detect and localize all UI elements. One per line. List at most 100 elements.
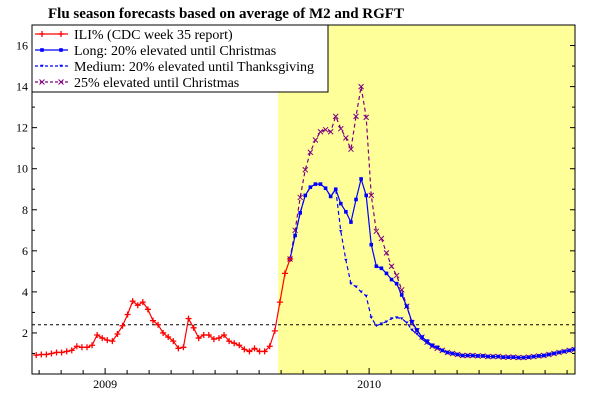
- point-marker: [506, 355, 511, 359]
- point-marker: [425, 339, 429, 343]
- point-marker: [349, 220, 353, 224]
- point-marker: [323, 186, 328, 191]
- point-marker: [369, 242, 374, 247]
- point-marker: [33, 352, 40, 359]
- point-marker: [94, 331, 101, 338]
- point-marker: [73, 343, 80, 350]
- point-marker: [297, 194, 304, 201]
- point-marker: [511, 355, 516, 359]
- point-marker: [175, 345, 182, 352]
- point-marker: [308, 185, 313, 189]
- point-marker: [374, 264, 379, 269]
- point-marker: [349, 282, 353, 286]
- point-marker: [577, 347, 582, 352]
- point-marker: [205, 331, 212, 338]
- point-marker: [298, 211, 302, 215]
- point-marker: [363, 114, 370, 121]
- point-marker: [215, 335, 222, 342]
- legend-label: 25% elevated until Christmas: [74, 76, 239, 91]
- point-marker: [40, 48, 44, 52]
- point-marker: [394, 281, 399, 286]
- point-marker: [48, 350, 55, 357]
- legend-label: Medium: 20% elevated until Thanksgiving: [74, 60, 314, 75]
- point-marker: [53, 349, 60, 356]
- point-marker: [344, 210, 348, 214]
- point-marker: [221, 331, 228, 338]
- y-tick-label: 4: [22, 285, 28, 299]
- point-marker: [354, 197, 358, 202]
- point-marker: [89, 342, 96, 349]
- point-marker: [129, 298, 136, 305]
- point-marker: [521, 355, 526, 360]
- point-marker: [328, 194, 333, 199]
- point-marker: [440, 348, 445, 353]
- point-marker: [547, 352, 551, 357]
- point-marker: [338, 230, 343, 233]
- point-marker: [364, 193, 368, 198]
- point-marker: [58, 31, 64, 37]
- point-marker: [59, 64, 63, 68]
- point-marker: [415, 332, 419, 336]
- point-marker: [322, 126, 329, 133]
- point-marker: [379, 322, 384, 326]
- point-marker: [190, 324, 197, 331]
- point-marker: [307, 149, 314, 156]
- point-marker: [562, 349, 566, 354]
- point-marker: [496, 354, 500, 359]
- point-marker: [109, 338, 116, 345]
- point-marker: [332, 113, 339, 120]
- point-marker: [557, 350, 561, 355]
- point-marker: [389, 277, 394, 282]
- point-marker: [491, 354, 495, 359]
- point-marker: [313, 182, 318, 186]
- point-marker: [58, 79, 64, 85]
- point-marker: [99, 335, 106, 342]
- point-marker: [287, 256, 294, 263]
- point-marker: [388, 263, 395, 270]
- chart-title: Flu season forecasts based on average of…: [48, 6, 404, 22]
- point-marker: [231, 340, 238, 347]
- point-marker: [404, 304, 409, 309]
- point-marker: [104, 337, 111, 344]
- y-tick-label: 12: [16, 121, 28, 135]
- point-marker: [542, 353, 546, 358]
- point-marker: [59, 48, 63, 52]
- series-1: [288, 176, 582, 360]
- point-marker: [435, 345, 440, 350]
- point-marker: [465, 353, 470, 358]
- point-marker: [246, 348, 253, 355]
- point-marker: [460, 353, 465, 358]
- point-marker: [139, 299, 146, 306]
- point-marker: [470, 353, 475, 358]
- point-marker: [358, 83, 364, 90]
- x-tick-label: 2009: [93, 377, 117, 391]
- y-tick-label: 16: [16, 39, 28, 53]
- point-marker: [281, 270, 288, 277]
- point-marker: [312, 137, 319, 143]
- point-marker: [359, 290, 363, 294]
- point-marker: [58, 349, 65, 356]
- point-marker: [149, 317, 156, 324]
- point-marker: [160, 329, 167, 336]
- point-marker: [185, 315, 192, 322]
- x-tick-label: 2010: [357, 377, 381, 391]
- point-marker: [393, 272, 400, 279]
- point-marker: [572, 347, 575, 352]
- point-marker: [348, 146, 354, 153]
- point-marker: [63, 348, 70, 355]
- point-marker: [486, 354, 490, 359]
- point-marker: [526, 355, 531, 359]
- point-marker: [552, 351, 556, 356]
- point-marker: [578, 348, 582, 352]
- point-marker: [251, 345, 258, 352]
- point-marker: [567, 348, 572, 353]
- point-marker: [410, 319, 414, 324]
- point-marker: [430, 343, 434, 348]
- y-tick-label: 14: [16, 80, 28, 94]
- y-tick-label: 8: [22, 203, 28, 217]
- point-marker: [368, 192, 375, 199]
- point-marker: [369, 316, 374, 319]
- point-marker: [337, 125, 344, 132]
- series-group: [32, 83, 582, 361]
- point-marker: [170, 338, 177, 345]
